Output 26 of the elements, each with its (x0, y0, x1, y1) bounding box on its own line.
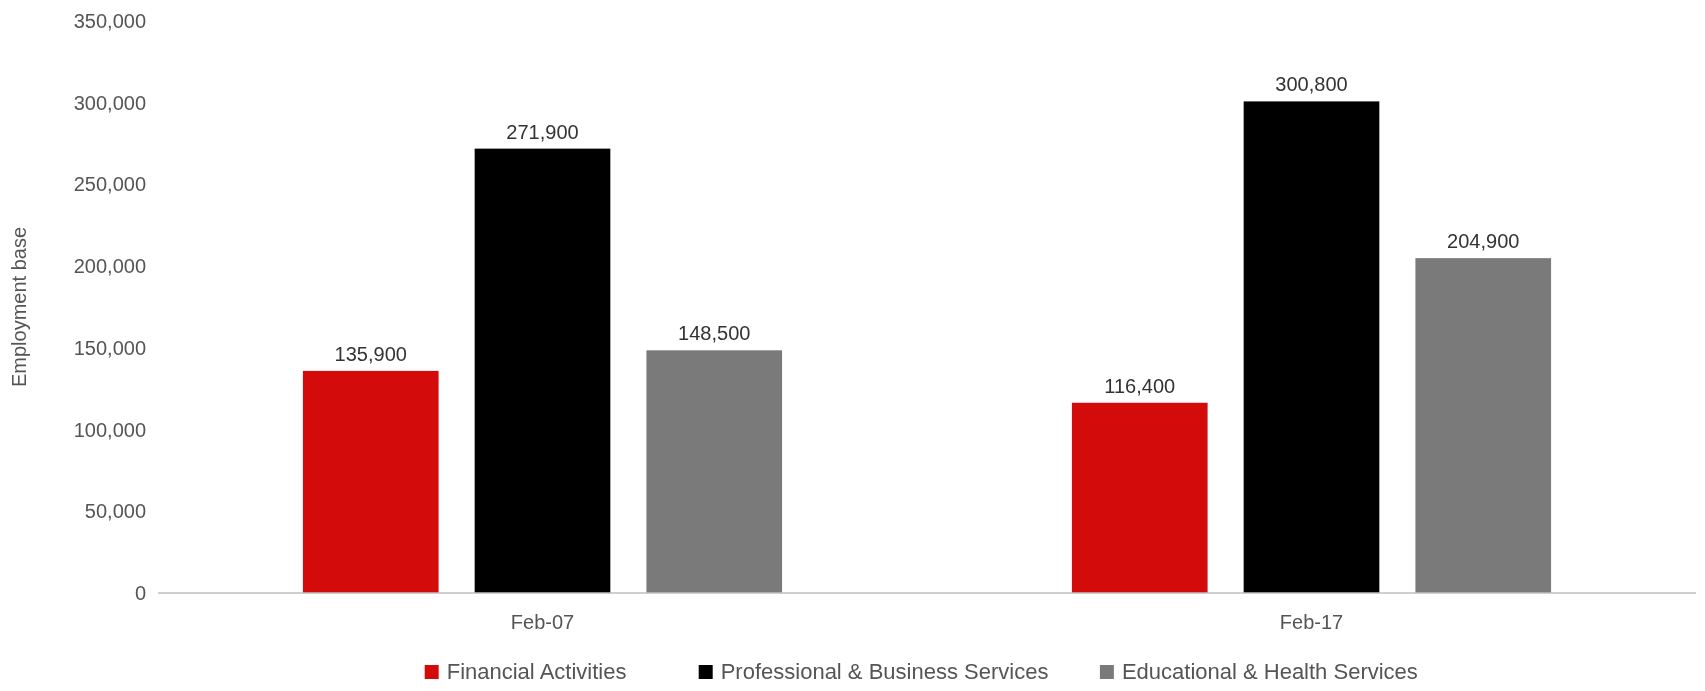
bar (474, 148, 611, 593)
legend-label: Professional & Business Services (720, 659, 1049, 684)
data-label: 135,900 (334, 342, 407, 365)
data-label: 300,800 (1275, 73, 1348, 96)
data-label: 116,400 (1104, 374, 1176, 397)
bar (302, 370, 439, 593)
y-tick-label: 50,000 (84, 500, 146, 523)
data-label: 148,500 (678, 322, 751, 345)
legend-label: Educational & Health Services (1121, 659, 1418, 684)
y-tick-label: 200,000 (73, 255, 146, 278)
bar (1243, 101, 1380, 593)
data-label: 271,900 (506, 120, 579, 143)
y-tick-label: 150,000 (73, 336, 146, 359)
bar (646, 350, 783, 593)
bar (1071, 402, 1208, 593)
bar (1415, 258, 1552, 593)
y-axis-title: Employment base (8, 226, 30, 388)
x-tick-label: Feb-07 (510, 611, 575, 633)
y-tick-label: 0 (134, 582, 146, 604)
legend-label: Financial Activities (446, 659, 627, 684)
y-tick-label: 250,000 (73, 173, 146, 196)
data-label: 204,900 (1447, 230, 1520, 253)
y-tick-label: 350,000 (73, 10, 146, 32)
x-tick-label: Feb-17 (1279, 611, 1344, 633)
y-tick-label: 100,000 (73, 418, 146, 441)
y-tick-label: 300,000 (73, 91, 146, 114)
